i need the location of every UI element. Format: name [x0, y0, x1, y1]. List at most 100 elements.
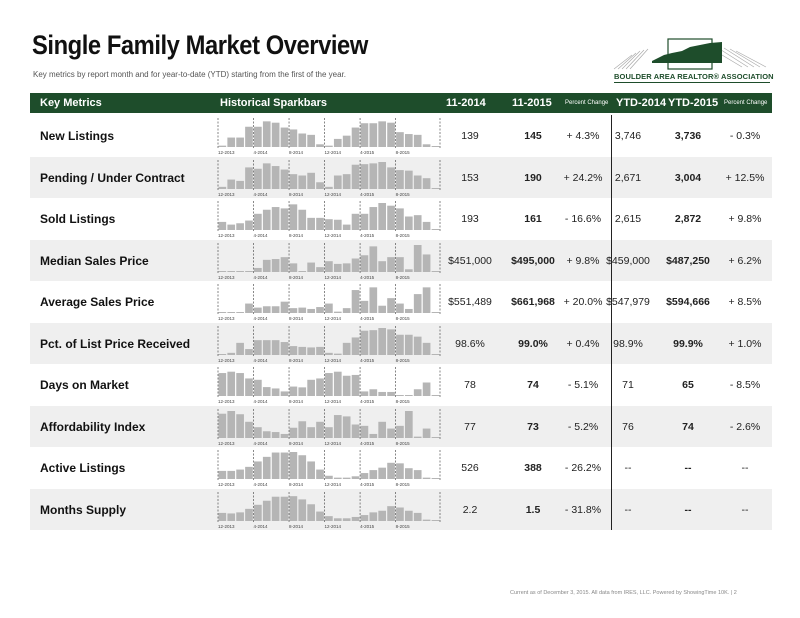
sparkbar [236, 180, 244, 189]
sparkbar [333, 371, 342, 396]
sparkbar [254, 168, 262, 189]
sparkbar [413, 470, 422, 479]
association-logo [613, 38, 767, 70]
value-ytd-2014: $459,000 [606, 254, 650, 267]
percent-change: - 5.2% [567, 420, 599, 433]
sparkbar [262, 162, 271, 189]
sparkbar [271, 306, 280, 313]
value-ytd-2014: -- [624, 503, 632, 516]
ytd-percent-change: - 8.5% [729, 379, 761, 391]
sparkbar [298, 307, 307, 313]
sparkbar-axis-label: 4-2015 [360, 233, 375, 238]
sparkbar-axis-label: 12-2014 [325, 275, 342, 280]
sparkbar [333, 219, 342, 230]
sparkbar [298, 133, 307, 147]
sparkbar-chart: 12-2013 4-2014 8-2014 12-2014 4-2015 8-2015 [217, 242, 441, 280]
sparkbar [369, 245, 378, 272]
sparkbar [404, 308, 413, 313]
sparkbar [387, 328, 395, 355]
sparkbar [404, 268, 413, 272]
sparkbar [378, 510, 387, 521]
sparkbar [387, 462, 395, 479]
sparkbar [280, 127, 289, 147]
sparkbar [218, 353, 227, 355]
value-ytd-2015: 3,736 [674, 130, 702, 142]
sparkbar [227, 224, 236, 230]
sparkbar-axis-label: 12-2014 [325, 316, 342, 321]
sparkbar [316, 378, 324, 396]
metric-label: Average Sales Price [40, 295, 155, 309]
table-row: Active Listings 526 388 - 26.2% -- -- -- 12-201… [30, 447, 772, 489]
sparkbar [254, 267, 262, 272]
sparkbar [254, 426, 262, 438]
sparkbar [289, 308, 298, 313]
sparkbar [413, 436, 422, 438]
sparkbar [378, 421, 387, 438]
header-11-2014: 11-2014 [446, 97, 486, 109]
page-title: Single Family Market Overview [32, 30, 368, 60]
sparkbar-axis-label: 8-2015 [396, 275, 411, 280]
sparkbar [289, 204, 298, 230]
ytd-percent-change: -- [741, 503, 749, 516]
sparkbar [360, 514, 369, 521]
ytd-percent-change: -- [741, 462, 749, 474]
sparkbar [413, 134, 422, 147]
sparkbar [333, 414, 342, 438]
sparkbar-axis-label: 12-2014 [325, 441, 342, 446]
sparkbar [351, 424, 360, 438]
sparkbar [254, 339, 262, 355]
sparkbar [316, 307, 324, 313]
sparkbar-axis-label: 8-2015 [396, 524, 411, 529]
sparkbar [262, 387, 271, 396]
sparkbar [271, 258, 280, 272]
sparkbar-axis-label: 12-2013 [218, 358, 235, 363]
sparkbar [218, 186, 227, 189]
sparkbar [342, 173, 351, 189]
sparkbar [333, 138, 342, 147]
sparkbar [227, 312, 236, 313]
sparkbar [431, 229, 440, 230]
sparkbar [422, 221, 431, 230]
sparkbar [422, 519, 431, 521]
sparkbar-axis-label: 4-2015 [360, 316, 375, 321]
sparkbar [271, 496, 280, 521]
sparkbar [236, 373, 244, 396]
ytd-percent-change: + 9.8% [728, 213, 762, 225]
table-row: Days on Market 78 74 - 5.1% 71 65 - 8.5% 12-201… [30, 364, 772, 406]
value-11-2015: 145 [524, 130, 542, 142]
value-11-2014: 193 [461, 213, 479, 225]
sparkbar-axis-label: 12-2014 [325, 524, 342, 529]
sparkbar-axis-label: 4-2015 [360, 482, 375, 487]
sparkbar [333, 353, 342, 355]
sparkbar [396, 507, 404, 521]
metric-label: New Listings [40, 129, 115, 143]
sparkbar [404, 395, 413, 396]
sparkbar [325, 373, 333, 396]
sparkbar [413, 389, 422, 396]
metric-label: Pct. of List Price Received [40, 336, 191, 351]
sparkbar [325, 145, 333, 147]
sparkbar [218, 512, 227, 521]
percent-change: + 20.0% [563, 296, 603, 308]
sparkbar-axis-label: 12-2014 [325, 482, 342, 487]
sparkbar [351, 374, 360, 396]
sparkbar [360, 300, 369, 313]
header-key-metrics: Key Metrics [40, 97, 102, 109]
sparkbar [387, 256, 395, 272]
sparkbar [387, 391, 395, 396]
value-ytd-2014: 3,746 [614, 130, 642, 142]
value-ytd-2015: $487,250 [666, 254, 710, 267]
table-header: Key Metrics Historical Sparkbars 11-2014… [30, 93, 772, 113]
sparkbar [342, 342, 351, 355]
ytd-percent-change: - 0.3% [729, 130, 761, 142]
sparkbar [218, 145, 227, 147]
sparkbar [271, 431, 280, 438]
value-ytd-2014: 2,615 [614, 213, 642, 225]
sparkbar [236, 511, 244, 521]
sparkbar [369, 287, 378, 313]
header-ytd-2015: YTD-2015 [668, 97, 719, 109]
sparkbar-chart: 12-2013 4-2014 8-2014 12-2014 4-2015 8-2015 [217, 491, 441, 529]
sparkbar [236, 312, 244, 313]
sparkbar [396, 169, 404, 189]
sparkbar [271, 122, 280, 147]
